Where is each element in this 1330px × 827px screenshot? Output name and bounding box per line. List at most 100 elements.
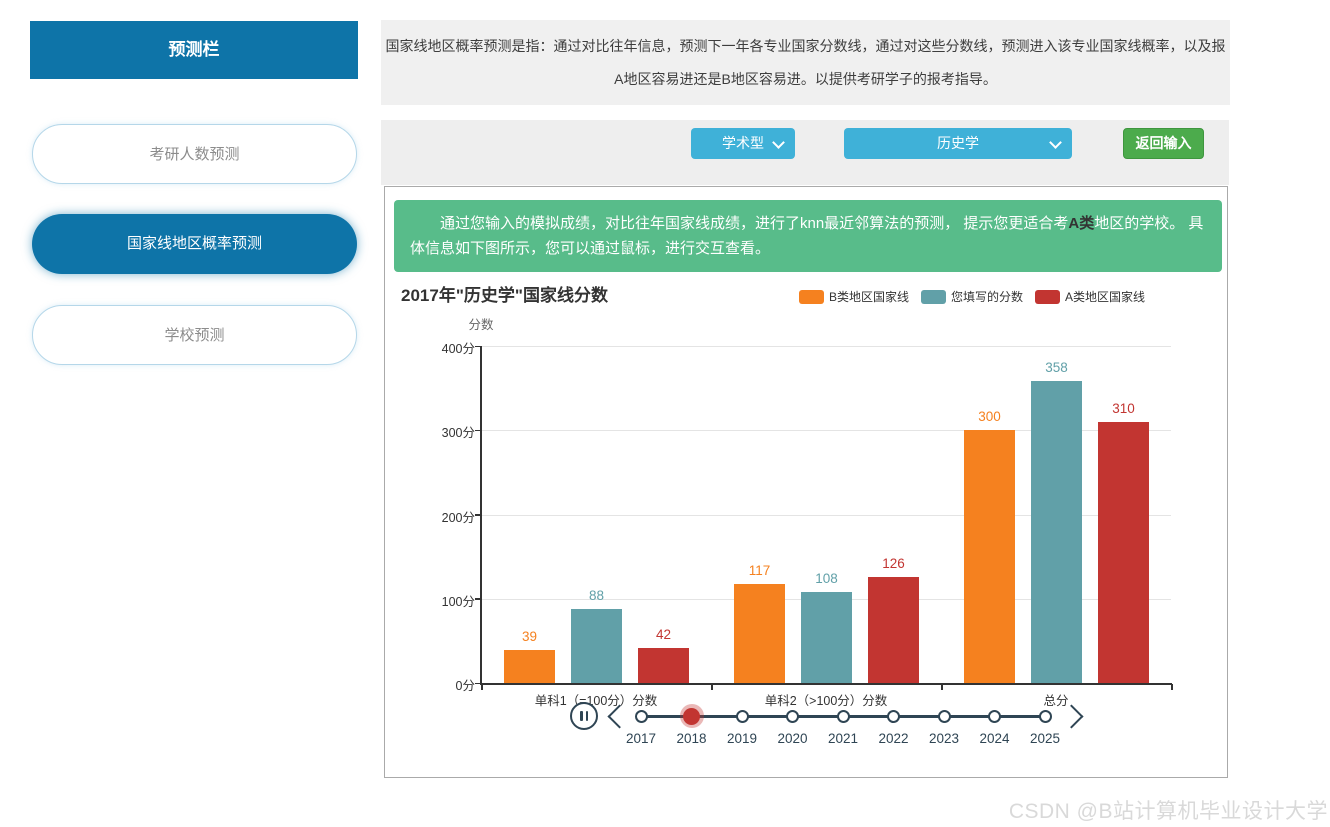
timeline-dot[interactable] (836, 709, 850, 723)
sidebar-item-label: 考研人数预测 (149, 146, 240, 163)
y-tick-mark (475, 598, 481, 600)
timeline-dot-active[interactable] (683, 707, 700, 725)
sidebar-item-label: 学校预测 (164, 327, 225, 344)
pause-button[interactable] (570, 702, 598, 730)
x-tick-mark (481, 684, 483, 690)
timeline-dot[interactable] (988, 709, 1001, 723)
bar-您填写的分数[interactable] (1031, 381, 1082, 683)
description-line: A地区容易进还是B地区容易进。以提供考研学子的报考指导。 (614, 70, 997, 87)
legend-item[interactable]: B类地区国家线 (799, 288, 909, 305)
chevron-down-icon (1049, 136, 1062, 149)
description-box: 国家线地区概率预测是指：通过对比往年信息，预测下一年各专业国家分数线，通过对这些… (381, 20, 1230, 105)
y-tick-label: 0分 (455, 679, 475, 693)
timeline-year-label[interactable]: 2024 (979, 731, 1010, 746)
back-to-input-button[interactable]: 返回输入 (1123, 128, 1204, 159)
bar-value-label: 300 (978, 409, 1001, 425)
x-axis-line (480, 682, 1172, 685)
chart-panel: 通过您输入的模拟成绩，对比往年国家线成绩，进行了knn最近邻算法的预测， 提示您… (384, 186, 1228, 778)
legend-swatch-icon (1035, 289, 1061, 304)
bar-B类地区国家线[interactable] (734, 584, 785, 683)
banner-highlight: A类 (1068, 215, 1095, 232)
timeline-dot[interactable] (735, 709, 749, 723)
y-tick-mark (475, 345, 481, 347)
result-banner: 通过您输入的模拟成绩，对比往年国家线成绩，进行了knn最近邻算法的预测， 提示您… (394, 200, 1222, 272)
bar-chart: 分数 0分 100分 200分 300分 400分 39 88 42 单科1（=100分）分数 11… (385, 187, 1229, 779)
bar-您填写的分数[interactable] (801, 592, 852, 683)
bar-value-label: 310 (1112, 400, 1135, 416)
legend-item[interactable]: 您填写的分数 (921, 288, 1023, 305)
gridline (481, 430, 1171, 432)
toolbar: 学术型 历史学 返回输入 (381, 120, 1229, 185)
y-axis-name: 分数 (468, 318, 494, 332)
pause-icon (580, 711, 583, 721)
timeline-year-label[interactable]: 2017 (625, 731, 657, 746)
timeline-prev-icon[interactable] (607, 704, 632, 729)
y-tick-label: 100分 (441, 594, 475, 609)
legend-swatch-icon (799, 289, 824, 304)
timeline-dot[interactable] (937, 709, 951, 723)
legend-label: 您填写的分数 (951, 290, 1024, 304)
timeline: 2017 2018 2019 2020 2021 2022 2023 2024 2025 (385, 187, 1229, 779)
timeline-year-label[interactable]: 2022 (878, 731, 909, 746)
sidebar-title: 预测栏 (30, 21, 358, 79)
chevron-down-icon (772, 136, 785, 149)
timeline-dot[interactable] (634, 709, 648, 723)
y-tick-label: 200分 (441, 510, 475, 525)
degree-type-select[interactable]: 学术型 (691, 128, 795, 159)
legend-item[interactable]: A类地区国家线 (1035, 288, 1145, 305)
bar-A类地区国家线[interactable] (868, 576, 919, 683)
timeline-next-icon[interactable] (1059, 704, 1084, 729)
bar-A类地区国家线[interactable] (638, 647, 689, 683)
bar-value-label: 358 (1045, 360, 1068, 376)
bar-B类地区国家线[interactable] (504, 650, 555, 683)
chart-title: 2017年"历史学"国家线分数 (401, 286, 608, 305)
bar-value-label: 126 (882, 555, 905, 571)
sidebar-item-school-prediction[interactable]: 学校预测 (32, 305, 357, 365)
degree-type-value: 学术型 (722, 135, 764, 151)
major-value: 历史学 (937, 135, 979, 151)
sidebar-item-label: 国家线地区概率预测 (126, 235, 262, 252)
sidebar-item-applicant-prediction[interactable]: 考研人数预测 (32, 124, 357, 184)
description-line: 国家线地区概率预测是指：通过对比往年信息，预测下一年各专业国家分数线，通过对这些… (385, 37, 1226, 54)
legend-label: B类地区国家线 (829, 290, 910, 304)
x-tick-mark (1171, 684, 1173, 690)
watermark: CSDN @B站计算机毕业设计大学 (1008, 800, 1328, 823)
bar-value-label: 117 (748, 563, 771, 579)
timeline-year-label[interactable]: 2018 (676, 731, 707, 746)
banner-text: 地区的学校。 具体信息如下图所示，您可以通过鼠标，进行交互查看。 (410, 215, 1204, 257)
x-tick-mark (711, 684, 713, 690)
major-select[interactable]: 历史学 (844, 128, 1072, 159)
pause-icon (585, 711, 588, 721)
timeline-year-label[interactable]: 2019 (726, 731, 758, 746)
bar-value-label: 39 (521, 629, 538, 645)
y-tick-label: 300分 (441, 426, 475, 441)
timeline-year-label[interactable]: 2021 (827, 731, 859, 746)
y-tick-mark (475, 514, 481, 516)
bar-A类地区国家线[interactable] (1098, 421, 1149, 683)
y-axis-line (480, 346, 482, 683)
timeline-year-label[interactable]: 2020 (777, 731, 808, 746)
bar-value-label: 88 (588, 587, 605, 603)
gridline (481, 346, 1171, 347)
chart-legend: B类地区国家线 您填写的分数 A类地区国家线 (799, 288, 1145, 305)
bar-您填写的分数[interactable] (571, 608, 622, 683)
timeline-dot[interactable] (887, 709, 900, 723)
x-category-label: 总分 (1043, 694, 1069, 708)
bar-value-label: 108 (815, 571, 838, 586)
timeline-dot[interactable] (786, 709, 799, 723)
gridline (481, 514, 1171, 516)
bar-value-label: 42 (655, 626, 672, 642)
legend-swatch-icon (921, 289, 947, 304)
x-category-label: 单科2（>100分）分数 (764, 694, 888, 708)
timeline-year-label[interactable]: 2023 (928, 731, 960, 746)
bar-B类地区国家线[interactable] (964, 430, 1015, 683)
legend-label: A类地区国家线 (1065, 290, 1146, 304)
timeline-dot[interactable] (1038, 709, 1052, 723)
y-tick-label: 400分 (441, 342, 475, 356)
timeline-year-label[interactable]: 2025 (1029, 731, 1061, 746)
banner-text: 通过您输入的模拟成绩，对比往年国家线成绩，进行了knn最近邻算法的预测， 提示您… (440, 215, 1069, 232)
x-tick-mark (941, 684, 943, 690)
sidebar-item-national-line-prediction[interactable]: 国家线地区概率预测 (32, 214, 357, 274)
y-tick-mark (475, 682, 481, 684)
x-category-label: 单科1（=100分）分数 (534, 694, 658, 708)
